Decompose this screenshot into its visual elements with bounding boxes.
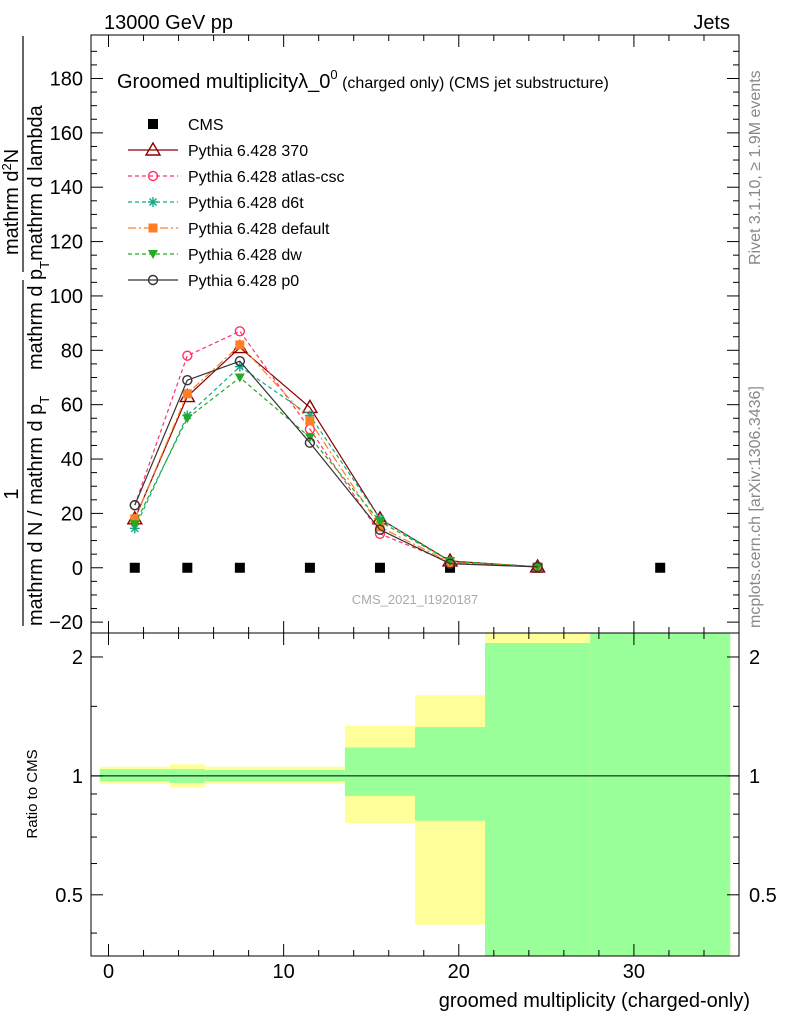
ratio-band-inner [99,769,170,782]
ylabel-numerator-1: 1 [1,488,23,499]
main-ytick-label: 120 [50,232,83,254]
data-point-pythia-6-428-default [182,389,192,399]
main-ytick-label: 100 [50,286,83,308]
data-point-pythia-6-428-p0 [444,558,456,569]
ratio-panel: 0.5 0.51 12 20 10 20 30 Ratio to CMS groomed m… [24,632,777,1012]
data-point-pythia-6-428-dw [182,414,193,424]
legend-marker-pythia-6-428-p0 [147,274,159,286]
ratio-band-inner [590,633,731,956]
main-y-axis-label: 1 mathrm d N / mathrm d pT mathrm d2N ma… [0,36,52,626]
ratio-ytick-label: 0.5 [55,885,83,907]
data-point-pythia-6-428-p0 [304,437,316,448]
legend-label-pythia-6-428-p0: Pythia 6.428 p0 [188,273,299,290]
ratio-band-inner [344,747,415,796]
data-point-pythia-6-428-p0 [234,355,246,367]
ylabel-numerator-2: mathrm d2N [0,149,23,255]
ratio-tick-labels: 0.5 0.51 12 20 10 20 30 [55,647,777,983]
ratio-band-inner [415,726,486,821]
main-ytick-label: 20 [61,503,83,525]
data-point-cms [374,562,385,573]
data-point-cms [655,562,666,573]
main-ytick-label: 180 [50,68,83,90]
legend-marker-pythia-6-428-default [148,223,158,233]
legend-label-pythia-6-428-dw: Pythia 6.428 dw [188,247,302,264]
legend-label-cms: CMS [188,117,224,134]
x-axis-label: groomed multiplicity (charged-only) [439,990,750,1012]
legend-label-pythia-6-428-370: Pythia 6.428 370 [188,143,308,160]
data-point-cms [129,562,140,573]
ylabel-denominator-2: mathrm d pTmathrm d lambda [25,104,52,370]
main-ytick-label: 160 [50,123,83,145]
data-point-pythia-6-428-dw [532,562,543,572]
legend-marker-pythia-6-428-d6t [148,197,158,207]
data-point-pythia-6-428-dw [234,373,245,383]
data-point-pythia-6-428-dw [374,517,385,527]
data-point-pythia-6-428-p0 [182,375,193,386]
data-point-cms [234,562,245,573]
data-point-cms [304,562,315,573]
series-line-pythia-6-428-atlas-csc [134,330,538,568]
series-line-pythia-6-428-370 [134,346,538,568]
rivet-label: Rivet 3.1.10, ≥ 1.9M events [747,70,764,265]
ratio-band-inner [485,642,591,956]
xtick-label: 30 [623,961,645,983]
series-line-pythia-6-428-dw [134,376,538,568]
legend-label-pythia-6-428-default: Pythia 6.428 default [188,221,330,238]
ratio-y-axis-label: Ratio to CMS [24,749,41,838]
series-line-pythia-6-428-d6t [134,365,538,568]
series-line-pythia-6-428-default [134,344,538,568]
legend-marker-pythia-6-428-370 [144,141,162,156]
main-axis-ticks [91,35,739,633]
xtick-label: 20 [448,961,470,983]
data-point-pythia-6-428-dw [129,520,140,530]
ratio-ytick-label-right: 2 [749,647,760,669]
data-point-pythia-6-428-default [235,340,245,350]
data-point-pythia-6-428-default [130,514,140,524]
legend: CMS Pythia 6.428 370 Pythia 6.428 atlas-cs… [128,117,345,290]
legend-marker-pythia-6-428-atlas-csc [147,170,159,182]
ratio-frame [90,632,740,957]
ratio-axis-ticks [91,633,739,956]
legend-marker-cms [148,119,158,129]
legend-label-pythia-6-428-d6t: Pythia 6.428 d6t [188,195,304,212]
xtick-label: 0 [103,961,114,983]
data-point-pythia-6-428-atlas-csc [182,350,193,361]
main-ytick-label: −20 [49,612,83,634]
main-ytick-label: 80 [61,340,83,362]
main-ytick-label: 40 [61,449,83,471]
energy-label: 13000 GeV pp [104,12,233,34]
data-point-cms [182,562,193,573]
ratio-ytick-label-right: 1 [749,766,760,788]
legend-label-pythia-6-428-atlas-csc: Pythia 6.428 atlas-csc [188,169,345,186]
mcplots-label: mcplots.cern.ch [arXiv:1306.3436] [747,386,764,628]
main-ytick-label: 140 [50,177,83,199]
ratio-ytick-label: 1 [72,766,83,788]
process-label: Jets [693,12,730,34]
ratio-bands [99,633,731,956]
ratio-ytick-label-right: 0.5 [749,885,777,907]
main-data-layer [126,326,666,573]
main-ytick-label: 60 [61,395,83,417]
main-y-tick-labels: −20 0 20 40 60 80 100 120 140 160 180 [49,68,83,634]
ylabel-denominator-1: mathrm d N / mathrm d pT [25,396,52,626]
data-point-pythia-6-428-atlas-csc [234,326,246,337]
main-ytick-label: 0 [72,558,83,580]
main-panel: −20 0 20 40 60 80 100 120 140 160 180 Groomed mult… [0,34,740,634]
data-point-pythia-6-428-p0 [532,561,543,573]
legend-marker-pythia-6-428-dw [148,250,158,259]
xtick-label: 10 [273,961,295,983]
data-point-pythia-6-428-default [375,522,385,532]
ratio-ytick-label: 2 [72,647,83,669]
series-line-pythia-6-428-p0 [134,360,538,568]
data-point-pythia-6-428-p0 [129,500,140,511]
watermark: CMS_2021_I1920187 [352,592,479,607]
data-point-pythia-6-428-p0 [374,524,386,535]
data-point-pythia-6-428-default [305,416,315,426]
chart-title: Groomed multiplicityλ_00 (charged only) … [117,67,609,93]
